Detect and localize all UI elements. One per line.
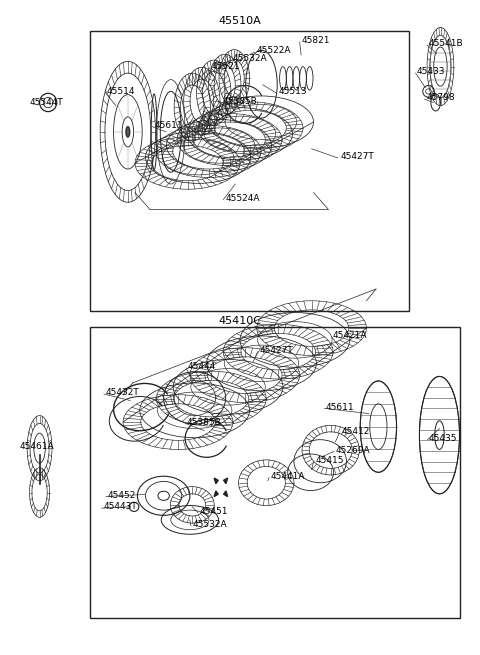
Text: 45461A: 45461A [20,442,54,451]
Ellipse shape [126,126,130,137]
Text: 45441A: 45441A [271,472,305,481]
Text: 45611: 45611 [326,403,355,411]
Polygon shape [224,491,228,496]
Text: 45521: 45521 [211,62,240,71]
Text: 45513: 45513 [278,87,307,96]
Text: 45385B: 45385B [187,418,221,426]
Bar [90,328,459,618]
Polygon shape [214,478,218,483]
Text: 45524A: 45524A [226,194,260,203]
Text: 45532A: 45532A [233,54,267,64]
Text: 45415: 45415 [315,456,344,465]
Text: 45421A: 45421A [333,331,368,340]
Text: 45451: 45451 [199,507,228,516]
Text: 45385B: 45385B [222,97,257,105]
Text: 45452: 45452 [108,491,136,500]
Text: 45532A: 45532A [192,520,227,529]
Polygon shape [214,491,218,496]
Text: 45443T: 45443T [104,502,137,512]
Text: 45510A: 45510A [218,16,262,26]
Text: 45269A: 45269A [336,445,370,455]
Text: 45412: 45412 [341,427,370,436]
Text: 45444: 45444 [188,362,216,371]
Bar [90,31,409,311]
Text: 45514: 45514 [107,87,135,96]
Text: 45522A: 45522A [257,47,291,56]
Text: 45427T: 45427T [259,346,293,355]
Text: 45427T: 45427T [340,152,374,161]
Text: 45432T: 45432T [106,388,139,397]
Text: 45410C: 45410C [218,316,262,326]
Text: 45798: 45798 [426,94,455,102]
Text: 45541B: 45541B [429,39,463,48]
Text: 45433: 45433 [417,67,445,77]
Polygon shape [224,478,228,483]
Text: 45435: 45435 [429,434,457,443]
Text: 45611: 45611 [154,121,183,130]
Text: 45821: 45821 [302,36,331,45]
Text: 45544T: 45544T [30,98,64,107]
